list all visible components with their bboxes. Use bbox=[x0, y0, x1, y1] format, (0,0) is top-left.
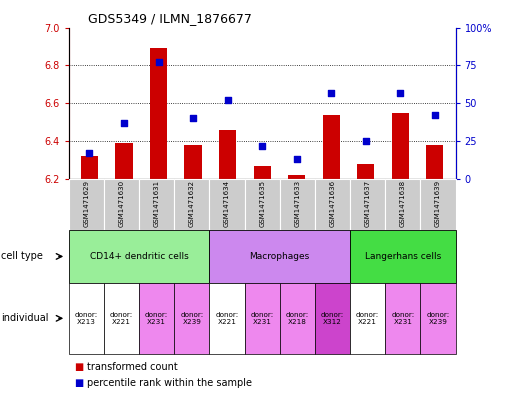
Bar bbox=[357, 164, 375, 179]
Text: donor:
X221: donor: X221 bbox=[215, 312, 239, 325]
Text: GDS5349 / ILMN_1876677: GDS5349 / ILMN_1876677 bbox=[88, 12, 252, 25]
Bar bbox=[323, 114, 340, 179]
Point bbox=[258, 142, 266, 149]
Point bbox=[223, 97, 232, 103]
Text: donor:
X239: donor: X239 bbox=[427, 312, 449, 325]
Point bbox=[293, 156, 301, 162]
Point bbox=[86, 150, 94, 156]
Text: GSM1471637: GSM1471637 bbox=[364, 180, 371, 228]
Bar bbox=[219, 130, 236, 179]
Text: GSM1471634: GSM1471634 bbox=[224, 180, 230, 227]
Point bbox=[327, 90, 335, 96]
Bar bbox=[184, 145, 202, 179]
Text: cell type: cell type bbox=[1, 252, 43, 261]
Bar bbox=[81, 156, 98, 179]
Text: GSM1471636: GSM1471636 bbox=[329, 180, 335, 228]
Text: CD14+ dendritic cells: CD14+ dendritic cells bbox=[90, 252, 188, 261]
Point bbox=[189, 115, 197, 121]
Text: donor:
X231: donor: X231 bbox=[250, 312, 274, 325]
Point bbox=[362, 138, 370, 144]
Text: donor:
X213: donor: X213 bbox=[75, 312, 98, 325]
Point bbox=[120, 120, 128, 126]
Text: ■: ■ bbox=[74, 378, 83, 388]
Text: donor:
X239: donor: X239 bbox=[180, 312, 204, 325]
Text: GSM1471629: GSM1471629 bbox=[83, 180, 89, 227]
Text: Langerhans cells: Langerhans cells bbox=[364, 252, 441, 261]
Bar bbox=[253, 165, 271, 179]
Text: GSM1471635: GSM1471635 bbox=[259, 180, 265, 227]
Text: GSM1471633: GSM1471633 bbox=[294, 180, 300, 228]
Text: individual: individual bbox=[1, 313, 48, 323]
Text: donor:
X221: donor: X221 bbox=[110, 312, 133, 325]
Text: percentile rank within the sa​mple: percentile rank within the sa​mple bbox=[87, 378, 251, 388]
Bar bbox=[116, 143, 133, 179]
Text: GSM1471638: GSM1471638 bbox=[400, 180, 406, 228]
Bar bbox=[150, 48, 167, 179]
Text: donor:
X218: donor: X218 bbox=[286, 312, 309, 325]
Text: donor:
X231: donor: X231 bbox=[391, 312, 414, 325]
Text: donor:
X231: donor: X231 bbox=[145, 312, 168, 325]
Text: Macrophages: Macrophages bbox=[249, 252, 310, 261]
Point bbox=[431, 112, 439, 118]
Bar bbox=[391, 113, 409, 179]
Text: transformed count: transformed count bbox=[87, 362, 177, 373]
Text: ■: ■ bbox=[74, 362, 83, 373]
Text: GSM1471631: GSM1471631 bbox=[154, 180, 160, 228]
Bar bbox=[288, 175, 305, 179]
Text: GSM1471639: GSM1471639 bbox=[435, 180, 441, 228]
Bar bbox=[426, 145, 443, 179]
Text: GSM1471630: GSM1471630 bbox=[119, 180, 125, 228]
Point bbox=[396, 90, 404, 96]
Text: donor:
X221: donor: X221 bbox=[356, 312, 379, 325]
Text: donor:
X312: donor: X312 bbox=[321, 312, 344, 325]
Text: GSM1471632: GSM1471632 bbox=[189, 180, 195, 227]
Point bbox=[154, 59, 162, 66]
